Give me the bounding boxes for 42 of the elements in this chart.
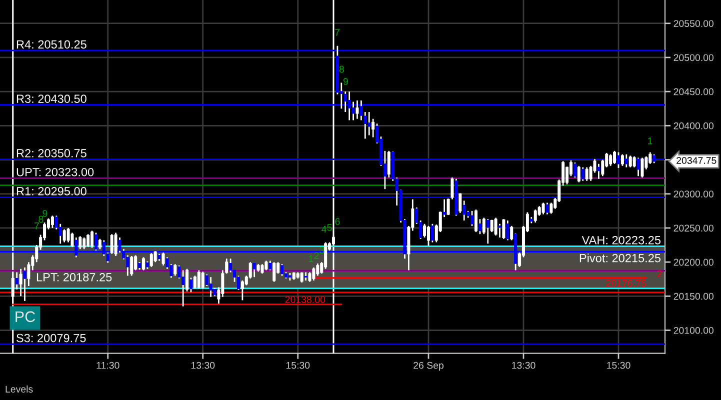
y-tick-label: 20450.00 [674,88,714,96]
ref-line-label: UPT: 20323.00 [16,168,94,176]
y-tick-label: 20150.00 [674,292,714,300]
annotation: PC [16,311,36,322]
ref-line-label: Pivot: 20215.25 [580,254,661,262]
annotation: 7 [34,222,39,230]
y-tick-label: 20550.00 [674,20,714,27]
series-label: 20138.00 [285,296,326,303]
x-tick-label: 13:30 [191,362,215,369]
ref-line-label: R2: 20350.75 [16,149,86,158]
x-tick-label: 13:30 [512,362,536,369]
x-tick-label: 11:30 [96,362,120,369]
y-tick-label: 20300.00 [674,190,714,198]
annotation: 2 [657,270,662,278]
ref-line-label: R3: 20430.50 [16,94,86,103]
ref-line-label: R1: 20295.00 [16,187,86,196]
y-tick-label: 20100.00 [674,327,714,334]
annotation: 9 [343,78,348,85]
y-tick-label: 20200.00 [674,258,714,266]
annotation: 8 [339,66,344,73]
annotation: 9 [42,210,48,217]
annotation: 7 [335,29,340,36]
ref-line-label: VAH: 20223.25 [582,236,661,244]
text: 20347.75 [676,157,716,164]
annotation: 1 [309,255,314,262]
y-tick-label: 20250.00 [674,224,714,232]
x-tick-label: 15:30 [286,362,310,369]
y-tick-label: 20500.00 [674,54,714,62]
annotation: 6 [335,218,340,225]
series-label: 20176.75 [606,280,646,287]
y-tick-label: 20400.00 [674,122,714,130]
annotation: 1 [648,138,652,144]
ref-line-label: R4: 20510.25 [16,40,86,49]
annotation: 4 [322,226,326,233]
x-tick-label: 15:30 [607,362,630,369]
text: Levels [6,385,33,393]
annotation: 5 [327,224,332,231]
ref-line-label: S3: 20079.75 [16,334,86,342]
ref-line-label: LPT: 20187.25 [36,273,112,282]
x-tick-label: 26 Sep [414,362,444,371]
annotation: 8 [38,216,44,223]
annotation: 2 [314,252,319,260]
